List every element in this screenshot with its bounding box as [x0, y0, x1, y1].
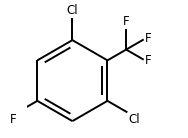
Text: F: F	[145, 54, 151, 67]
Text: F: F	[10, 113, 16, 126]
Text: Cl: Cl	[128, 113, 140, 126]
Text: Cl: Cl	[67, 4, 78, 17]
Text: F: F	[123, 15, 130, 28]
Text: F: F	[145, 32, 151, 45]
